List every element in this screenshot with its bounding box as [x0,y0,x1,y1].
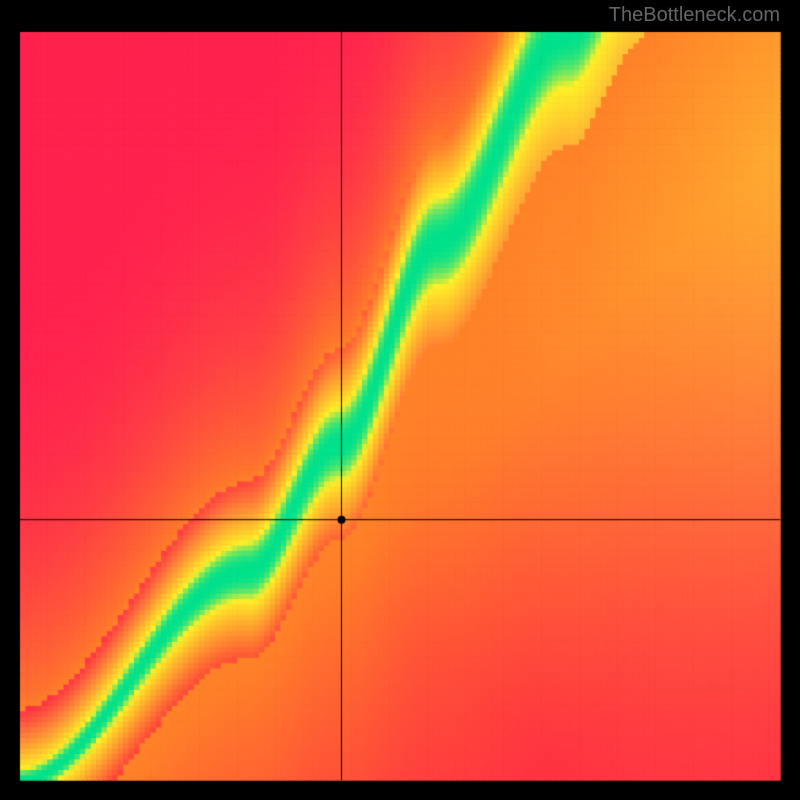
bottleneck-heatmap [0,0,800,800]
watermark-text: TheBottleneck.com [609,4,780,27]
chart-container: TheBottleneck.com [0,0,800,800]
